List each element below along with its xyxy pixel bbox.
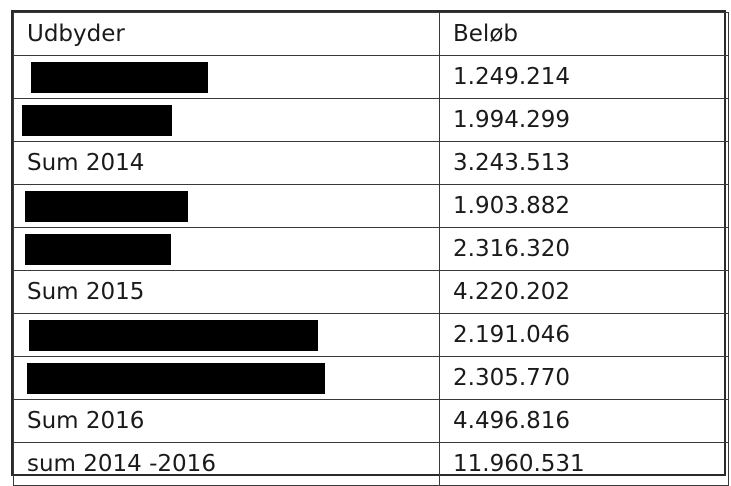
provider-cell — [13, 313, 440, 357]
amount-cell: 1.903.882 — [439, 184, 729, 228]
table-row-total: sum 2014 -2016 11.960.531 — [13, 442, 729, 486]
amount-cell: 1.249.214 — [439, 55, 729, 99]
header-amount: Beløb — [439, 12, 729, 56]
amount-table-container: Udbyder Beløb 1.249.214 1.994.299 Sum 20… — [11, 10, 729, 486]
provider-cell: Sum 2015 — [13, 270, 440, 314]
amount-cell: 4.496.816 — [439, 399, 729, 443]
provider-cell — [13, 356, 440, 400]
amount-table: Udbyder Beløb 1.249.214 1.994.299 Sum 20… — [13, 12, 729, 486]
table-row-subtotal: Sum 2016 4.496.816 — [13, 399, 729, 443]
provider-cell — [13, 55, 440, 99]
provider-cell — [13, 227, 440, 271]
redaction-bar — [27, 362, 325, 394]
table-row: 2.305.770 — [13, 356, 729, 400]
table-row: 1.994.299 — [13, 98, 729, 142]
amount-cell: 2.316.320 — [439, 227, 729, 271]
redaction-bar — [22, 104, 172, 136]
amount-cell: 4.220.202 — [439, 270, 729, 314]
redaction-bar — [29, 319, 318, 351]
table-row-subtotal: Sum 2015 4.220.202 — [13, 270, 729, 314]
provider-cell: Sum 2014 — [13, 141, 440, 185]
header-provider: Udbyder — [13, 12, 440, 56]
provider-cell — [13, 98, 440, 142]
table-row-subtotal: Sum 2014 3.243.513 — [13, 141, 729, 185]
redaction-bar — [25, 233, 171, 265]
amount-cell: 2.305.770 — [439, 356, 729, 400]
provider-cell: Sum 2016 — [13, 399, 440, 443]
amount-cell: 11.960.531 — [439, 442, 729, 486]
table-row: 2.316.320 — [13, 227, 729, 271]
table-row: 1.249.214 — [13, 55, 729, 99]
provider-cell: sum 2014 -2016 — [13, 442, 440, 486]
redaction-bar — [25, 190, 188, 222]
amount-cell: 1.994.299 — [439, 98, 729, 142]
redaction-bar — [31, 61, 208, 93]
table-header-row: Udbyder Beløb — [13, 12, 729, 56]
table-row: 1.903.882 — [13, 184, 729, 228]
provider-cell — [13, 184, 440, 228]
table-row: 2.191.046 — [13, 313, 729, 357]
amount-cell: 2.191.046 — [439, 313, 729, 357]
amount-cell: 3.243.513 — [439, 141, 729, 185]
